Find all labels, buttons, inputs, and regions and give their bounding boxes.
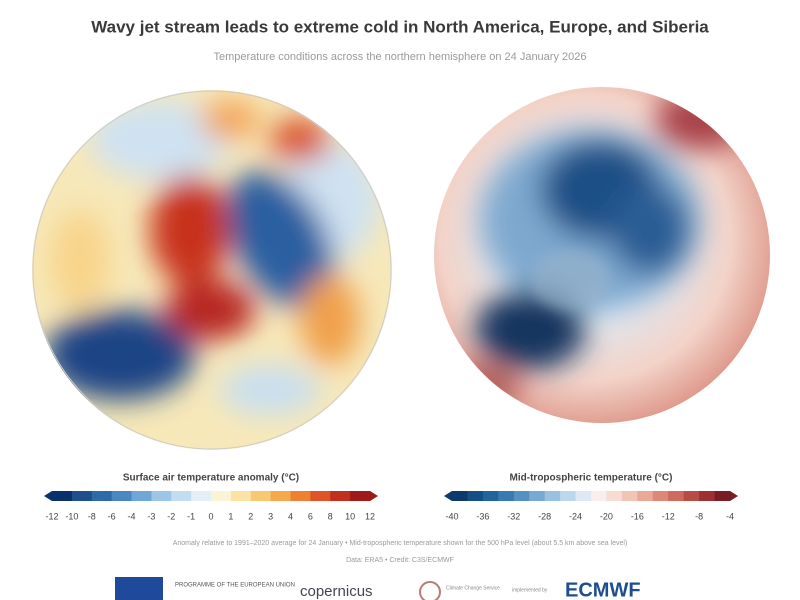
colorbar-segment bbox=[290, 491, 311, 501]
colorbar-arrow bbox=[444, 491, 452, 501]
colorbar-tick-label: -12 bbox=[662, 511, 675, 521]
colorbar-segment bbox=[699, 491, 716, 501]
anomaly-map bbox=[32, 90, 392, 450]
title: Wavy jet stream leads to extreme cold in… bbox=[91, 17, 709, 36]
colorbar-segment bbox=[171, 491, 192, 501]
colorbar-segment bbox=[310, 491, 331, 501]
colorbar-tick-label: -6 bbox=[108, 511, 116, 521]
colorbar-segment bbox=[151, 491, 172, 501]
colorbar-tick-label: 6 bbox=[308, 511, 313, 521]
colorbar-tick-label: -28 bbox=[538, 511, 551, 521]
colorbar-segment bbox=[350, 491, 371, 501]
colorbar-segment bbox=[637, 491, 654, 501]
colorbar-segment bbox=[211, 491, 232, 501]
colorbar-segment bbox=[452, 491, 468, 501]
c3s-icon bbox=[419, 581, 441, 600]
colorbar-segment bbox=[91, 491, 113, 501]
colorbar-tick-label: 3 bbox=[268, 511, 273, 521]
colorbar-tick-label: 10 bbox=[345, 511, 355, 521]
colorbar-tick-label: -24 bbox=[569, 511, 582, 521]
colorbar-tick-label: 1 bbox=[228, 511, 233, 521]
colorbar-segment bbox=[71, 491, 93, 501]
subtitle: Temperature conditions across the northe… bbox=[213, 51, 586, 63]
colorbar-segment bbox=[668, 491, 685, 501]
colorbar-arrow bbox=[44, 491, 52, 501]
colorbar-segment bbox=[230, 491, 252, 501]
colorbar-segment bbox=[560, 491, 577, 501]
colorbar-segment bbox=[111, 491, 132, 501]
colorbar-tick-label: 4 bbox=[288, 511, 293, 521]
colorbar-tick-label: -10 bbox=[65, 511, 78, 521]
colorbar-tick-label: -4 bbox=[726, 511, 734, 521]
colorbar-tick-label: -40 bbox=[445, 511, 458, 521]
colorbar-tick-label: -20 bbox=[600, 511, 613, 521]
colorbar-arrow bbox=[370, 491, 378, 501]
colorbar-segment bbox=[270, 491, 291, 501]
eu-flag bbox=[115, 577, 163, 600]
colorbar-tick-label: -12 bbox=[45, 511, 58, 521]
colorbar-segment bbox=[498, 491, 515, 501]
colorbar-segment bbox=[591, 491, 607, 501]
colorbar-segment bbox=[330, 491, 351, 501]
colorbar-arrow bbox=[730, 491, 738, 501]
colorbar-tick-label: -1 bbox=[187, 511, 195, 521]
colorbar-tick-label: -4 bbox=[127, 511, 135, 521]
eu-logo-text: PROGRAMME OF THE EUROPEAN UNION bbox=[175, 583, 295, 589]
colorbar-segment bbox=[191, 491, 212, 501]
legend-title: Surface air temperature anomaly (°C) bbox=[123, 473, 299, 484]
colorbar-segment bbox=[714, 491, 731, 501]
colorbar-segment bbox=[606, 491, 623, 501]
colorbar-tick-label: 0 bbox=[208, 511, 213, 521]
colorbar-tick-label: -8 bbox=[695, 511, 703, 521]
colorbar-tick-label: -16 bbox=[631, 511, 644, 521]
colorbar-segment bbox=[575, 491, 592, 501]
legend-title: Mid-tropospheric temperature (°C) bbox=[510, 473, 673, 484]
note: Anomaly relative to 1991–2020 average fo… bbox=[173, 540, 628, 547]
colorbar-tick-label: -8 bbox=[88, 511, 96, 521]
colorbar-segment bbox=[467, 491, 484, 501]
colorbar-tick-label: -32 bbox=[507, 511, 520, 521]
colorbar-segment bbox=[621, 491, 638, 501]
colorbar-segment bbox=[250, 491, 272, 501]
colorbar-segment bbox=[52, 491, 73, 501]
colorbar-tick-label: -3 bbox=[147, 511, 155, 521]
colorbar-segment bbox=[683, 491, 700, 501]
colorbar-tick-label: -2 bbox=[167, 511, 175, 521]
legends: Surface air temperature anomaly (°C)-12-… bbox=[44, 473, 738, 521]
colorbar-segment bbox=[482, 491, 499, 501]
colorbar-tick-label: 12 bbox=[365, 511, 375, 521]
colorbar-segment bbox=[529, 491, 546, 501]
colorbar-segment bbox=[131, 491, 152, 501]
colorbar-tick-label: -36 bbox=[476, 511, 489, 521]
colorbar-tick-label: 2 bbox=[248, 511, 253, 521]
logos: PROGRAMME OF THE EUROPEAN UNION copernic… bbox=[115, 577, 641, 600]
colorbar-tick-label: 8 bbox=[328, 511, 333, 521]
copernicus-logo: copernicus bbox=[300, 583, 373, 600]
note: Data: ERA5 • Credit: C3S/ECMWF bbox=[346, 557, 454, 564]
colorbar-segment bbox=[544, 491, 561, 501]
ecmwf-logo: ECMWF bbox=[565, 579, 641, 600]
colorbar-segment bbox=[652, 491, 669, 501]
implemented-by: implemented by bbox=[512, 587, 548, 593]
colorbar-segment bbox=[513, 491, 530, 501]
mid-tropospheric-map bbox=[434, 87, 770, 423]
c3s-logo-text: Climate Change Service bbox=[446, 585, 500, 591]
